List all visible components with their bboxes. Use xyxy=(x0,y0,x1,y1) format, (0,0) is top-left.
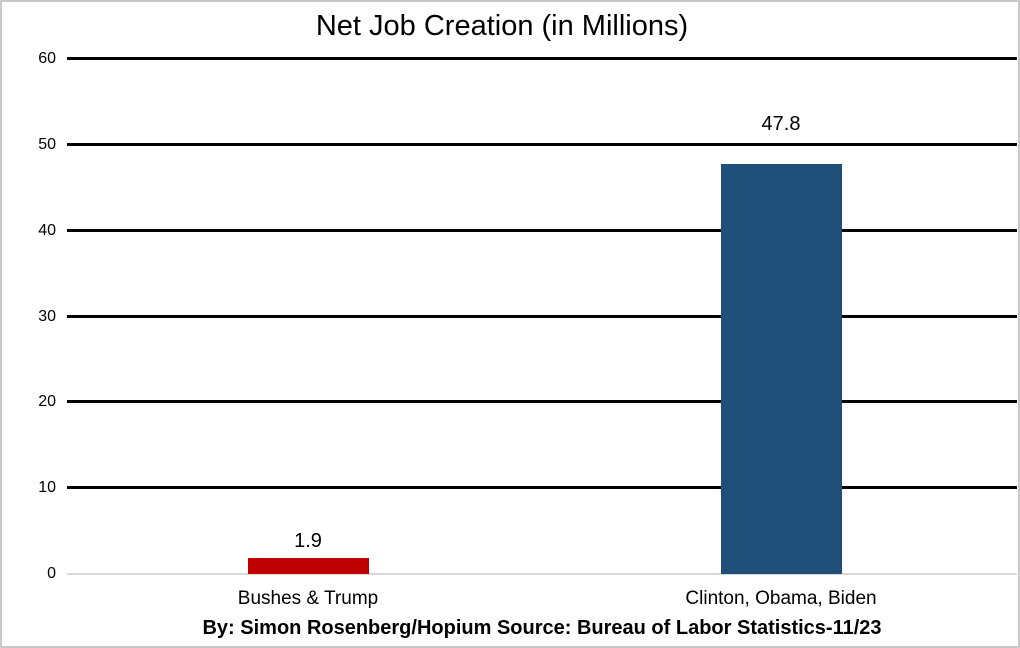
y-tick-label-10: 10 xyxy=(38,479,56,497)
x-category-label-bushes-trump: Bushes & Trump xyxy=(237,588,379,609)
gridline-30 xyxy=(67,314,1017,318)
y-tick-label-0: 0 xyxy=(47,565,56,582)
gridline-10 xyxy=(67,486,1017,490)
y-tick-label-30: 30 xyxy=(38,307,56,325)
y-tick-label-20: 20 xyxy=(38,393,56,411)
x-axis-baseline xyxy=(67,573,1017,575)
x-category-label-clinton-obama-biden: Clinton, Obama, Biden xyxy=(685,588,877,609)
gridline-50 xyxy=(67,142,1017,146)
y-tick-label-40: 40 xyxy=(38,221,56,239)
bar-bushes-trump xyxy=(247,557,369,574)
chart-title: Net Job Creation (in Millions) xyxy=(315,10,689,42)
bar-clinton-obama-biden xyxy=(720,163,842,574)
bar-value-label-clinton-obama-biden: 47.8 xyxy=(761,112,801,135)
gridline-20 xyxy=(67,400,1017,404)
y-tick-label-50: 50 xyxy=(38,135,56,153)
gridline-40 xyxy=(67,228,1017,232)
source-credit: By: Simon Rosenberg/Hopium Source: Burea… xyxy=(202,617,882,639)
y-tick-label-60: 60 xyxy=(38,50,56,67)
bar-value-label-bushes-trump: 1.9 xyxy=(294,529,322,552)
gridline-60 xyxy=(67,57,1017,60)
